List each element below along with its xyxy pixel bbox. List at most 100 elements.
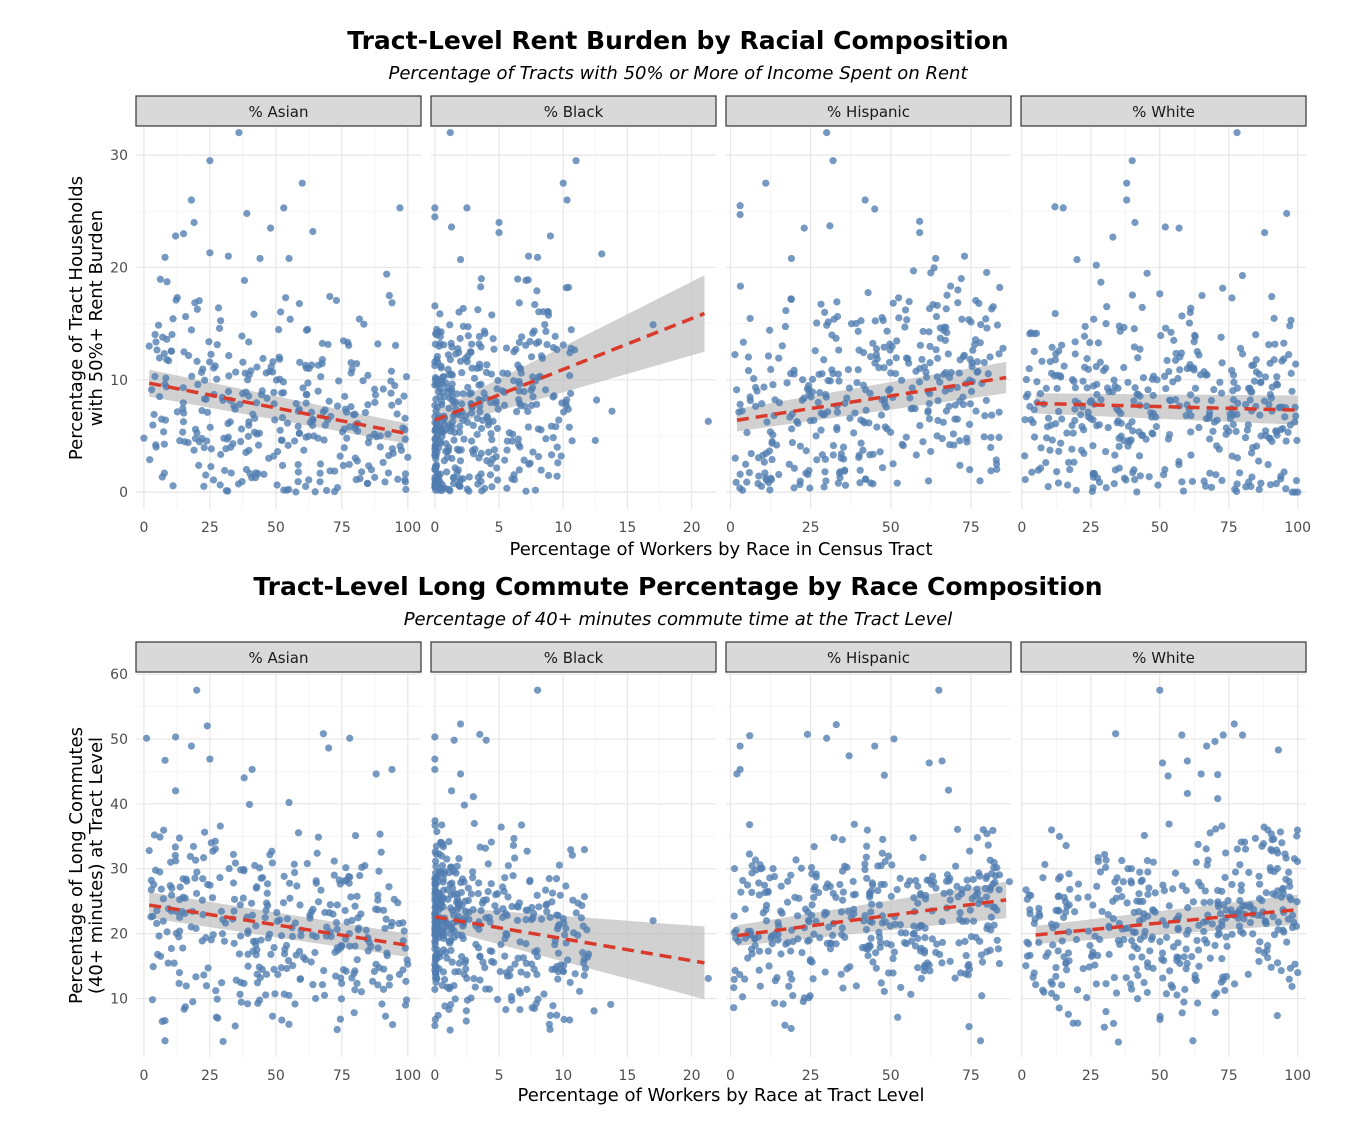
data-point bbox=[933, 940, 941, 948]
data-point bbox=[760, 383, 768, 391]
data-point bbox=[503, 446, 511, 454]
data-point bbox=[1114, 1038, 1122, 1046]
data-point bbox=[974, 367, 982, 376]
data-point bbox=[1053, 468, 1061, 476]
data-point bbox=[574, 899, 582, 907]
data-point bbox=[1232, 427, 1240, 436]
data-point bbox=[381, 924, 389, 933]
data-point bbox=[387, 367, 396, 375]
data-point bbox=[522, 487, 530, 495]
data-point bbox=[431, 426, 439, 434]
data-point bbox=[400, 392, 408, 400]
data-point bbox=[342, 864, 350, 872]
data-point bbox=[436, 310, 444, 318]
data-point bbox=[858, 944, 867, 952]
data-point bbox=[455, 967, 463, 976]
data-point bbox=[1270, 931, 1279, 939]
data-point bbox=[1086, 398, 1094, 406]
data-point bbox=[207, 463, 215, 471]
data-point bbox=[1230, 378, 1238, 386]
data-point bbox=[775, 470, 783, 479]
data-point bbox=[317, 886, 325, 894]
data-point bbox=[817, 300, 825, 308]
data-point bbox=[1251, 834, 1260, 842]
data-point bbox=[433, 878, 441, 887]
data-point bbox=[302, 482, 310, 490]
data-point bbox=[969, 875, 977, 883]
data-point bbox=[787, 1024, 795, 1033]
data-point bbox=[765, 447, 774, 455]
data-point bbox=[782, 306, 790, 315]
data-point bbox=[1156, 290, 1164, 298]
data-point bbox=[436, 384, 444, 393]
data-point bbox=[212, 987, 220, 995]
data-point bbox=[401, 470, 410, 478]
data-point bbox=[1228, 930, 1236, 938]
data-point bbox=[358, 863, 366, 871]
data-point bbox=[982, 396, 990, 404]
data-point bbox=[457, 888, 466, 897]
data-point bbox=[868, 879, 876, 887]
trend-line bbox=[148, 381, 409, 436]
data-point bbox=[1097, 278, 1105, 286]
data-point bbox=[1242, 400, 1250, 409]
data-point bbox=[1169, 885, 1177, 893]
data-point bbox=[279, 378, 287, 386]
data-point bbox=[1111, 451, 1119, 459]
data-point bbox=[914, 934, 922, 943]
data-point bbox=[704, 417, 712, 425]
data-point bbox=[279, 389, 288, 397]
data-point bbox=[1140, 932, 1148, 940]
data-point bbox=[816, 934, 824, 942]
data-point bbox=[916, 229, 924, 237]
data-point bbox=[1178, 1009, 1186, 1017]
data-point bbox=[1255, 872, 1263, 880]
data-point bbox=[523, 985, 531, 993]
data-point bbox=[1085, 963, 1093, 971]
data-point bbox=[1118, 856, 1126, 865]
data-point bbox=[977, 951, 986, 959]
data-point bbox=[154, 321, 163, 329]
data-point bbox=[476, 976, 484, 984]
data-point bbox=[833, 408, 842, 416]
data-point bbox=[750, 375, 758, 383]
data-point bbox=[909, 834, 917, 842]
data-point bbox=[237, 998, 245, 1006]
data-point bbox=[309, 227, 317, 236]
y-tick-label: 0 bbox=[119, 485, 128, 501]
data-point bbox=[1268, 292, 1276, 301]
facet-strip bbox=[725, 95, 1012, 127]
data-point bbox=[1288, 488, 1296, 496]
data-point bbox=[568, 437, 576, 445]
data-point bbox=[389, 449, 397, 457]
data-point bbox=[497, 823, 505, 831]
data-point bbox=[284, 441, 292, 449]
data-point bbox=[752, 866, 760, 874]
data-point bbox=[1042, 434, 1051, 442]
data-point bbox=[550, 392, 558, 400]
data-point bbox=[207, 350, 215, 358]
data-point bbox=[889, 954, 897, 963]
data-point bbox=[1154, 481, 1162, 489]
data-point bbox=[584, 950, 593, 958]
data-point bbox=[171, 232, 180, 240]
x-tick-label: 0 bbox=[430, 1068, 439, 1084]
data-point bbox=[518, 333, 526, 341]
data-point bbox=[1221, 986, 1229, 995]
data-point bbox=[506, 965, 514, 973]
data-point bbox=[347, 403, 355, 411]
data-point bbox=[1174, 939, 1182, 947]
data-point bbox=[1127, 865, 1135, 873]
data-point bbox=[936, 378, 944, 386]
data-point bbox=[448, 371, 456, 379]
data-point bbox=[525, 460, 533, 468]
data-point bbox=[276, 426, 284, 434]
data-point bbox=[400, 927, 408, 935]
chart-title-long-commute: Tract-Level Long Commute Percentage by R… bbox=[253, 572, 1103, 601]
facet-strip bbox=[135, 641, 422, 673]
data-point bbox=[504, 893, 512, 901]
data-point bbox=[156, 275, 164, 283]
data-point bbox=[477, 449, 485, 457]
data-point bbox=[983, 268, 991, 277]
data-point bbox=[730, 984, 738, 992]
